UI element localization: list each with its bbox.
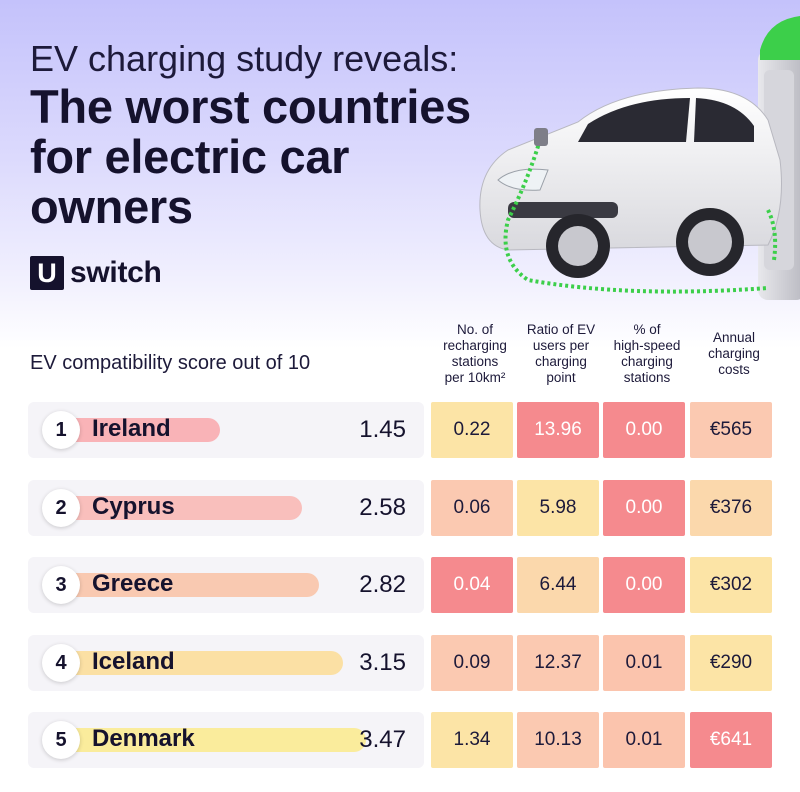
table-cell: 0.00 xyxy=(603,480,685,536)
table-cell: 0.00 xyxy=(603,557,685,613)
table-cell: 0.01 xyxy=(603,635,685,691)
table-cell: €302 xyxy=(690,557,772,613)
page-subtitle: EV charging study reveals: xyxy=(30,38,459,79)
column-header-line: charging xyxy=(621,354,673,369)
title-line-1: The worst countries xyxy=(30,80,471,133)
rank-badge: 4 xyxy=(42,644,80,682)
rank-badge: 3 xyxy=(42,566,80,604)
country-name: Denmark xyxy=(92,725,195,752)
country-name: Cyprus xyxy=(92,493,175,520)
column-header-line: Ratio of EV xyxy=(526,322,596,337)
column-header-line: charging xyxy=(708,346,760,361)
table-cell: 0.01 xyxy=(603,712,685,768)
column-header-line: % of xyxy=(633,322,661,337)
table-cell: 6.44 xyxy=(517,557,599,613)
column-header-line: users per xyxy=(532,338,590,353)
table-cell: €565 xyxy=(690,402,772,458)
table-cell: €641 xyxy=(690,712,772,768)
score-column-header: EV compatibility score out of 10 xyxy=(30,352,311,374)
column-header-line: per 10km² xyxy=(444,370,506,385)
header: EV charging study reveals: The worst cou… xyxy=(30,38,550,232)
score-value: 1.45 xyxy=(359,416,406,443)
column-header-line: costs xyxy=(718,362,750,377)
column-header-line: Annual xyxy=(712,330,756,345)
brand-mark: U xyxy=(30,256,64,290)
rank-badge: 5 xyxy=(42,721,80,759)
brand-logo: U switch xyxy=(30,256,162,290)
table-row: 4 Iceland 3.15 xyxy=(28,635,424,691)
country-name: Iceland xyxy=(92,648,175,675)
table-cell: 0.09 xyxy=(431,635,513,691)
score-value: 2.82 xyxy=(359,571,406,598)
column-header-line: high-speed xyxy=(613,338,681,353)
country-name: Ireland xyxy=(92,415,171,442)
score-bar xyxy=(76,728,366,752)
table-row: 3 Greece 2.82 xyxy=(28,557,424,613)
score-bar xyxy=(76,573,319,597)
page-title: The worst countries for electric car own… xyxy=(30,82,550,232)
table-cell: 10.13 xyxy=(517,712,599,768)
score-bar xyxy=(76,651,343,675)
column-header-stations: No. of recharging stations per 10km² xyxy=(433,322,517,386)
column-header-costs: Annual charging costs xyxy=(692,330,776,378)
table-row: 5 Denmark 3.47 xyxy=(28,712,424,768)
table-cell: 12.37 xyxy=(517,635,599,691)
country-name: Greece xyxy=(92,570,174,597)
column-header-line: point xyxy=(546,370,576,385)
title-line-2: for electric car xyxy=(30,130,350,183)
column-header-line: stations xyxy=(451,354,499,369)
column-header-high-speed: % of high-speed charging stations xyxy=(605,322,689,386)
column-header-line: recharging xyxy=(443,338,507,353)
brand-text: switch xyxy=(70,256,162,289)
score-bar xyxy=(76,496,302,520)
title-line-3: owners xyxy=(30,180,193,233)
table-cell: 1.34 xyxy=(431,712,513,768)
table-row: 2 Cyprus 2.58 xyxy=(28,480,424,536)
score-value: 3.15 xyxy=(359,649,406,676)
table-cell: €290 xyxy=(690,635,772,691)
rank-badge: 2 xyxy=(42,489,80,527)
table-cell: 0.04 xyxy=(431,557,513,613)
column-header-line: No. of xyxy=(456,322,494,337)
column-header-line: stations xyxy=(623,370,671,385)
column-header-ratio: Ratio of EV users per charging point xyxy=(519,322,603,386)
table-cell: €376 xyxy=(690,480,772,536)
table-cell: 0.00 xyxy=(603,402,685,458)
table-cell: 5.98 xyxy=(517,480,599,536)
rank-badge: 1 xyxy=(42,411,80,449)
score-value: 3.47 xyxy=(359,726,406,753)
score-bar xyxy=(76,418,220,442)
table-cell: 0.06 xyxy=(431,480,513,536)
column-header-line: charging xyxy=(535,354,587,369)
table-row: 1 Ireland 1.45 xyxy=(28,402,424,458)
score-value: 2.58 xyxy=(359,494,406,521)
electric-car-illustration xyxy=(479,16,800,300)
table-cell: 0.22 xyxy=(431,402,513,458)
table-cell: 13.96 xyxy=(517,402,599,458)
